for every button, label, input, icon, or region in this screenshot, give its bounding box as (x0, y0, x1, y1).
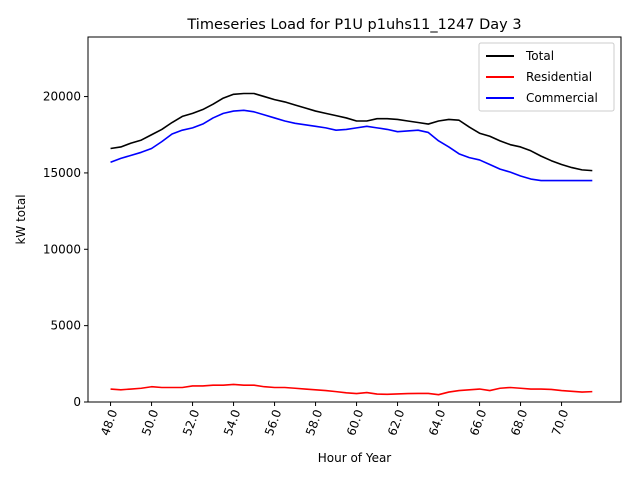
plot-frame (87, 36, 622, 403)
y-tick-label: 20000 (43, 90, 81, 104)
series-lines (110, 92, 593, 396)
y-tick-label: 15000 (43, 166, 81, 180)
chart-title: Timeseries Load for P1U p1uhs11_1247 Day… (186, 17, 521, 33)
series-line-commercial (110, 109, 593, 182)
series-line-total (110, 92, 593, 172)
x-axis-label: Hour of Year (318, 451, 392, 465)
series-line-residential (110, 383, 593, 396)
y-tick-label: 0 (73, 395, 81, 409)
y-tick-label: 10000 (43, 242, 81, 256)
y-axis-ticks: 0 5000 10000 15000 20000 (43, 90, 88, 409)
legend-label-residential: Residential (526, 70, 592, 84)
legend: Total Residential Commercial (478, 42, 615, 112)
y-tick-label: 5000 (50, 319, 81, 333)
legend-label-total: Total (525, 49, 554, 63)
legend-label-commercial: Commercial (526, 91, 598, 105)
y-axis-label: kW total (14, 194, 28, 244)
legend-box (478, 42, 615, 112)
